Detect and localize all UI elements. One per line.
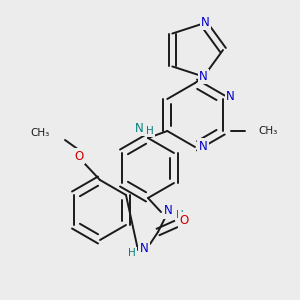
Text: N: N bbox=[199, 140, 207, 152]
Text: CH₃: CH₃ bbox=[31, 128, 50, 138]
Text: N: N bbox=[164, 205, 172, 218]
Text: N: N bbox=[135, 122, 144, 135]
Text: N: N bbox=[226, 91, 235, 103]
Text: H: H bbox=[146, 125, 154, 136]
Text: H: H bbox=[128, 248, 136, 258]
Text: H: H bbox=[176, 210, 184, 220]
Text: CH₃: CH₃ bbox=[259, 126, 278, 136]
Text: O: O bbox=[179, 214, 189, 226]
Text: N: N bbox=[140, 242, 148, 254]
Text: O: O bbox=[74, 149, 84, 163]
Text: N: N bbox=[199, 70, 208, 83]
Text: N: N bbox=[201, 16, 210, 29]
